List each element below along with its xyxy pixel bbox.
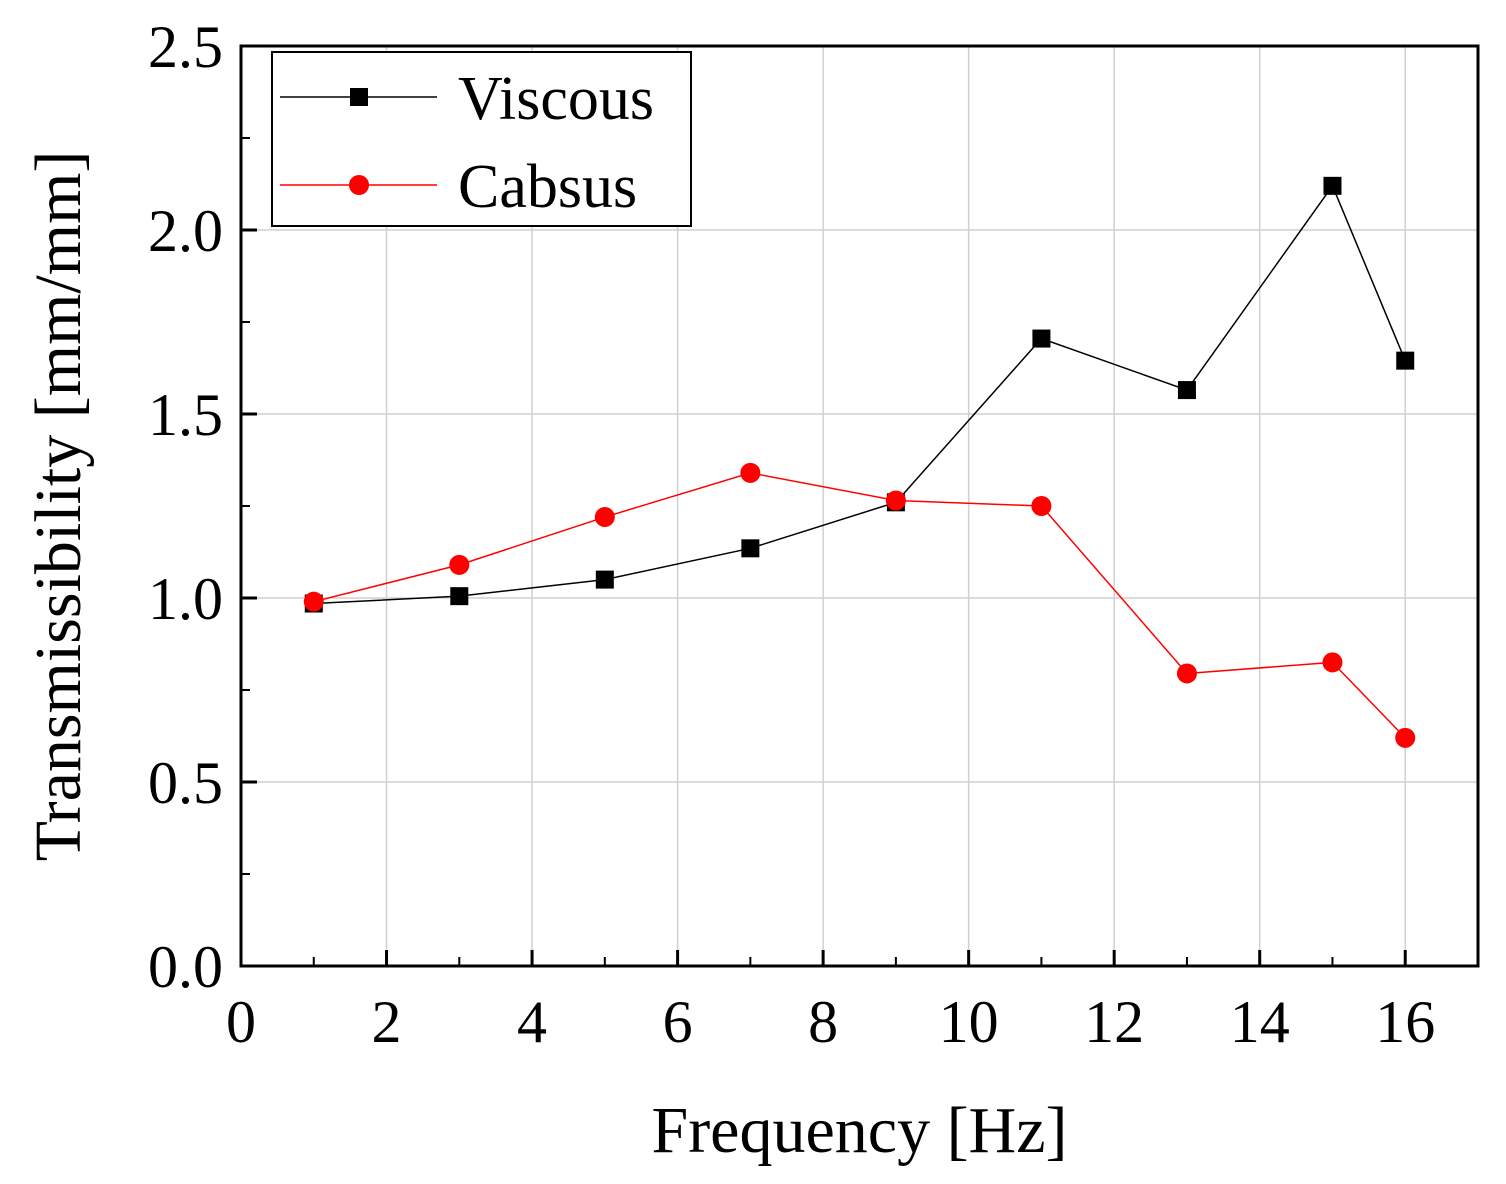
- tick-labels: 0 2 4 6 8 10 12 14 16 0.0 0.5 1.0 1.5 2.0 2.5: [148, 14, 1435, 1055]
- y-tick-label: 0.0: [148, 934, 223, 1000]
- x-tick-label: 6: [663, 989, 693, 1055]
- legend: Viscous Cabsus: [271, 51, 692, 227]
- y-tick-label: 0.5: [148, 750, 223, 816]
- legend-label: Viscous: [458, 65, 654, 133]
- y-tick-label: 1.5: [148, 382, 223, 448]
- series-line: [313, 472, 1406, 739]
- legend-marker: [349, 175, 369, 195]
- legend-marker: [350, 88, 368, 106]
- data-point: [740, 462, 761, 483]
- data-point: [1323, 176, 1342, 195]
- data-point: [1032, 329, 1051, 348]
- x-tick-label: 8: [808, 989, 838, 1055]
- x-tick-label: 2: [372, 989, 402, 1055]
- data-point: [1396, 351, 1415, 370]
- data-point: [594, 507, 615, 528]
- y-tick-label: 2.5: [148, 14, 223, 80]
- data-point: [885, 490, 906, 511]
- y-axis-title: Transmissibility [mm/mm]: [22, 151, 95, 862]
- legend-box: [271, 51, 692, 227]
- x-tick-label: 0: [226, 989, 256, 1055]
- legend-label: Cabsus: [458, 153, 637, 221]
- data-point: [450, 587, 469, 606]
- x-tick-label: 14: [1230, 989, 1290, 1055]
- series-layer: [303, 176, 1416, 748]
- series-line: [313, 184, 1406, 605]
- legend-item: Viscous: [280, 65, 654, 133]
- data-point: [449, 554, 470, 575]
- x-tick-label: 12: [1084, 989, 1144, 1055]
- data-point: [303, 591, 324, 612]
- series-cabsus: [303, 462, 1416, 748]
- y-tick-label: 2.0: [148, 198, 223, 264]
- ticks: [239, 44, 1407, 968]
- data-point: [1177, 381, 1196, 400]
- data-point: [595, 570, 614, 589]
- data-point: [1322, 652, 1343, 673]
- data-point: [1395, 727, 1416, 748]
- x-tick-label: 10: [939, 989, 999, 1055]
- legend-item: Cabsus: [280, 153, 637, 221]
- x-tick-label: 16: [1375, 989, 1435, 1055]
- data-point: [1031, 496, 1052, 516]
- series-viscous: [304, 176, 1415, 613]
- x-axis-title: Frequency [Hz]: [652, 1094, 1068, 1167]
- data-point: [1176, 663, 1197, 684]
- data-point: [741, 539, 760, 558]
- x-tick-label: 4: [517, 989, 547, 1055]
- y-tick-label: 1.0: [148, 566, 223, 632]
